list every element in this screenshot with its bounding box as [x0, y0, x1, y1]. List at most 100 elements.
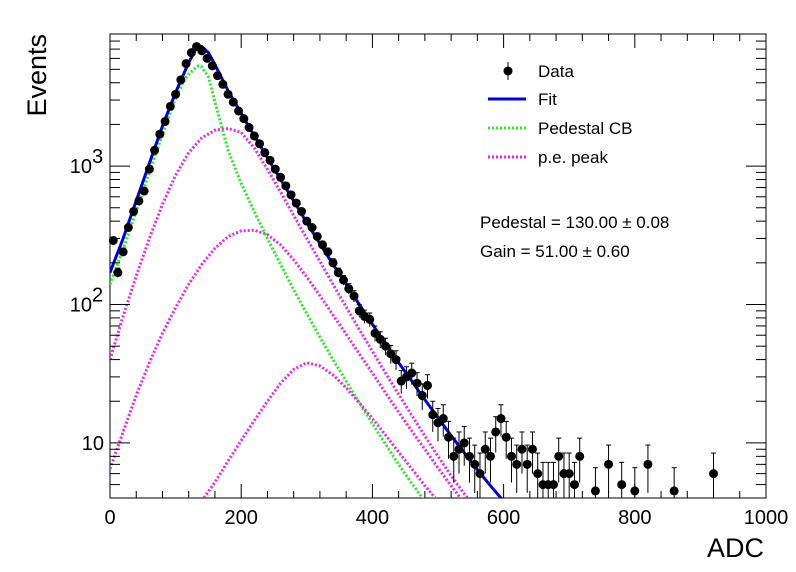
- svg-text:p.e. peak: p.e. peak: [538, 148, 608, 167]
- data-point: [344, 283, 354, 295]
- data-point: [255, 139, 265, 149]
- data-point: [234, 106, 244, 116]
- data-point: [391, 350, 401, 370]
- data-point: [333, 267, 343, 278]
- annotation-gain: Gain = 51.00 ± 0.60: [480, 242, 630, 261]
- data-point: [239, 114, 249, 124]
- data-point: [155, 129, 165, 139]
- data-point: [575, 437, 585, 483]
- data-point: [464, 437, 474, 483]
- fit-curves: [110, 44, 503, 498]
- data-point: [291, 198, 301, 208]
- y-tick-label: 10: [70, 295, 92, 317]
- data-point: [312, 231, 322, 241]
- data-point: [276, 172, 286, 182]
- data-point: [386, 344, 396, 364]
- data-point: [554, 437, 564, 483]
- legend-item-pe-peak: p.e. peak: [488, 148, 608, 167]
- data-point: [617, 461, 627, 498]
- data-point: [669, 467, 679, 498]
- fit-curve-p-e-peak: [202, 361, 438, 498]
- y-tick-label: 10: [70, 156, 92, 178]
- x-tick-label: 0: [104, 507, 115, 529]
- data-point: [475, 452, 485, 498]
- data-point: [113, 267, 123, 278]
- data-point: [118, 247, 128, 257]
- data-point: [522, 444, 532, 493]
- data-point: [449, 437, 459, 483]
- data-point: [328, 258, 338, 268]
- data-point: [165, 101, 175, 111]
- data-point: [538, 461, 548, 498]
- data-point: [171, 89, 181, 99]
- data-point: [160, 116, 170, 126]
- x-tick-label: 1000: [744, 507, 789, 529]
- y-tick-label: 10: [82, 433, 104, 455]
- x-tick-label: 800: [618, 507, 651, 529]
- legend-item-fit: Fit: [488, 90, 557, 109]
- data-point: [412, 372, 422, 397]
- data-point: [339, 274, 349, 286]
- data-point: [443, 420, 453, 459]
- data-point: [265, 155, 275, 165]
- data-point: [459, 425, 469, 466]
- data-point: [318, 240, 328, 250]
- data-point: [375, 331, 385, 348]
- plot-frame: [109, 33, 767, 499]
- y-axis-title: Events: [22, 34, 52, 117]
- data-point: [186, 48, 196, 58]
- x-tick-label: 200: [225, 507, 258, 529]
- svg-text:Fit: Fit: [538, 90, 557, 109]
- x-tick-label: 400: [356, 507, 389, 529]
- data-point: [548, 461, 558, 498]
- data-point: [365, 312, 375, 327]
- data-point: [480, 431, 490, 474]
- data-point: [139, 186, 149, 196]
- data-point: [108, 235, 118, 245]
- data-point: [129, 206, 139, 216]
- data-point: [323, 247, 333, 257]
- legend: Data Fit Pedestal CB p.e. peak: [488, 62, 633, 167]
- data-point: [496, 404, 506, 437]
- data-point: [286, 190, 296, 200]
- legend-item-data: Data: [503, 62, 574, 81]
- data-point: [517, 431, 527, 474]
- data-point: [260, 148, 270, 158]
- x-tick-label: 600: [487, 507, 520, 529]
- data-point: [604, 444, 614, 493]
- data-point: [134, 196, 144, 206]
- data-point: [223, 89, 233, 99]
- y-tick-exponent: 2: [92, 285, 103, 307]
- data-point: [297, 206, 307, 216]
- fit-curve-p-e-peak: [110, 228, 463, 498]
- data-point: [569, 461, 579, 498]
- data-point: [512, 444, 522, 493]
- data-point: [564, 452, 574, 498]
- data-point: [709, 452, 719, 498]
- data-point: [228, 97, 238, 107]
- svg-text:Pedestal CB: Pedestal CB: [538, 119, 633, 138]
- data-point: [123, 222, 133, 232]
- data-point: [370, 325, 380, 342]
- data-point: [428, 400, 438, 432]
- svg-text:Data: Data: [538, 62, 574, 81]
- fit-curve-fit: [110, 44, 503, 498]
- data-point: [438, 404, 448, 437]
- fit-curve-p-e-peak: [110, 126, 470, 498]
- x-axis-title: ADC: [707, 533, 764, 563]
- data-point: [643, 444, 653, 493]
- data-point: [213, 71, 223, 81]
- legend-item-pedestal-cb: Pedestal CB: [488, 119, 633, 138]
- data-point: [302, 216, 312, 226]
- data-point: [506, 437, 516, 483]
- data-point: [202, 53, 212, 63]
- data-point: [150, 145, 160, 155]
- data-point: [218, 79, 228, 89]
- data-point: [454, 431, 464, 474]
- annotation-pedestal: Pedestal = 130.00 ± 0.08: [480, 213, 669, 232]
- data-point: [533, 452, 543, 498]
- data-point: [176, 75, 186, 85]
- data-point: [207, 61, 217, 71]
